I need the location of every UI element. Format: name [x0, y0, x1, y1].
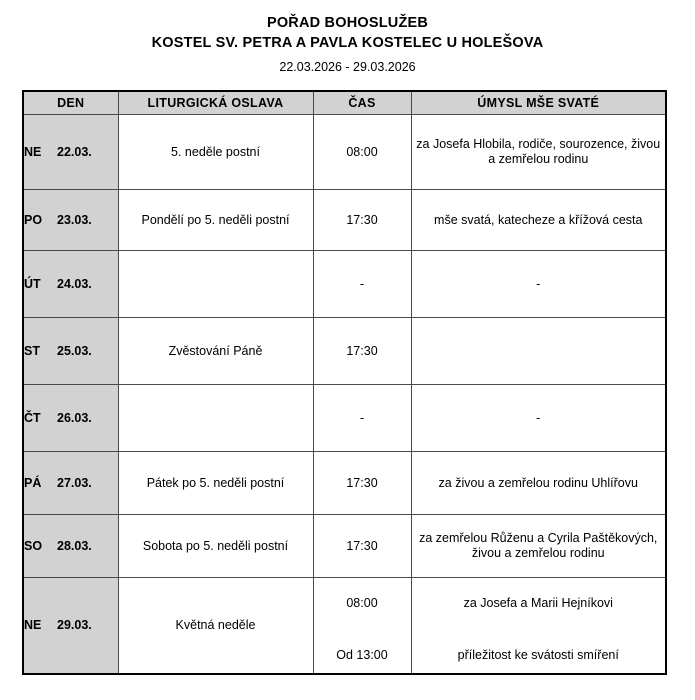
church-name: KOSTEL SV. PETRA A PAVLA KOSTELEC U HOLE…: [151, 35, 544, 51]
schedule-table-container: DEN LITURGICKÁ OSLAVA ČAS ÚMYSL MŠE SVAT…: [22, 90, 667, 675]
row-date: 24.03.: [57, 276, 92, 291]
row-day-cell: ČT 26.03.: [22, 384, 119, 452]
table-row: ÚT 24.03. - -: [22, 250, 667, 318]
row-day-of-week: PÁ: [24, 475, 42, 490]
row-day-cell: SO 28.03.: [22, 514, 119, 578]
row-intention: mše svatá, katecheze a křížová cesta: [410, 189, 667, 251]
row-celebration: Pátek po 5. neděli postní: [117, 451, 314, 515]
table-row: PO 23.03. Pondělí po 5. neděli postní 17:…: [22, 189, 667, 251]
row-date: 25.03.: [57, 343, 92, 358]
row-time: 08:00: [346, 596, 378, 610]
row-day-of-week: ST: [24, 343, 40, 358]
row-day-of-week: ÚT: [24, 276, 41, 291]
row-date: 22.03.: [57, 144, 92, 159]
row-time: 08:00: [312, 114, 412, 190]
table-body: NE 22.03. 5. neděle postní 08:00 za Josef…: [22, 114, 667, 675]
row-celebration: 5. neděle postní: [117, 114, 314, 190]
row-day-of-week: PO: [24, 212, 43, 227]
document-header: POŘAD BOHOSLUŽEB KOSTEL SV. PETRA A PAVL…: [0, 0, 695, 75]
row-day-of-week: NE: [24, 144, 42, 159]
row-intention: za zemřelou Růženu a Cyrila Paštěkových,…: [410, 514, 667, 578]
row-day-of-week: SO: [24, 538, 43, 553]
row-date: 27.03.: [57, 475, 92, 490]
row-celebration: Pondělí po 5. neděli postní: [117, 189, 314, 251]
row-time: 17:30: [312, 189, 412, 251]
row-date: 28.03.: [57, 538, 92, 553]
row-intention: -: [410, 250, 667, 318]
row-day-cell: PÁ 27.03.: [22, 451, 119, 515]
column-header-umysl: ÚMYSL MŠE SVATÉ: [410, 90, 667, 115]
row-day-of-week: NE: [24, 618, 42, 632]
row-celebration: [117, 250, 314, 318]
table-header-row: DEN LITURGICKÁ OSLAVA ČAS ÚMYSL MŠE SVAT…: [22, 90, 667, 115]
row-intention: za živou a zemřelou rodinu Uhlířovu: [410, 451, 667, 515]
table-row: PÁ 27.03. Pátek po 5. neděli postní 17:30…: [22, 451, 667, 515]
row-date: 26.03.: [57, 410, 92, 425]
table-row: NE 22.03. 5. neděle postní 08:00 za Josef…: [22, 114, 667, 190]
row-intention-group: za Josefa a Marii Hejníkovi příležitost …: [410, 577, 667, 675]
row-intention: za Josefa a Marii Hejníkovi: [463, 596, 613, 610]
row-celebration: [117, 384, 314, 452]
column-header-cas: ČAS: [312, 90, 412, 115]
column-header-den: DEN: [22, 90, 119, 115]
row-time: 17:30: [312, 451, 412, 515]
row-day-cell: ST 25.03.: [22, 317, 119, 385]
column-header-oslava: LITURGICKÁ OSLAVA: [117, 90, 314, 115]
row-day-cell: ÚT 24.03.: [22, 250, 119, 318]
row-intention: [410, 317, 667, 385]
table-row: ČT 26.03. - -: [22, 384, 667, 452]
date-range: 22.03.2026 - 29.03.2026: [279, 60, 416, 74]
row-time: 17:30: [312, 317, 412, 385]
row-time: -: [312, 384, 412, 452]
page-title: POŘAD BOHOSLUŽEB: [266, 15, 429, 31]
row-celebration: Sobota po 5. neděli postní: [117, 514, 314, 578]
row-day-cell: NE 22.03.: [22, 114, 119, 190]
row-intention-secondary: příležitost ke svátosti smíření: [457, 648, 619, 662]
row-day-cell: PO 23.03.: [22, 189, 119, 251]
row-date: 23.03.: [57, 212, 92, 227]
row-date: 29.03.: [57, 618, 92, 632]
schedule-table: DEN LITURGICKÁ OSLAVA ČAS ÚMYSL MŠE SVAT…: [22, 90, 667, 675]
row-time-secondary: Od 13:00: [336, 648, 388, 662]
row-day-cell: NE 29.03.: [22, 577, 119, 675]
row-celebration: Květná neděle: [117, 577, 314, 675]
table-row: SO 28.03. Sobota po 5. neděli postní 17:3…: [22, 514, 667, 578]
row-time: -: [312, 250, 412, 318]
table-row: ST 25.03. Zvěstování Páně 17:30: [22, 317, 667, 385]
row-day-of-week: ČT: [24, 410, 41, 425]
row-celebration: Zvěstování Páně: [117, 317, 314, 385]
row-intention: -: [410, 384, 667, 452]
row-intention: za Josefa Hlobila, rodiče, sourozence, ž…: [410, 114, 667, 190]
table-row: NE 29.03. Květná neděle 08:00 Od 13:00 za…: [22, 577, 667, 675]
row-time: 17:30: [312, 514, 412, 578]
row-time-group: 08:00 Od 13:00: [312, 577, 412, 675]
